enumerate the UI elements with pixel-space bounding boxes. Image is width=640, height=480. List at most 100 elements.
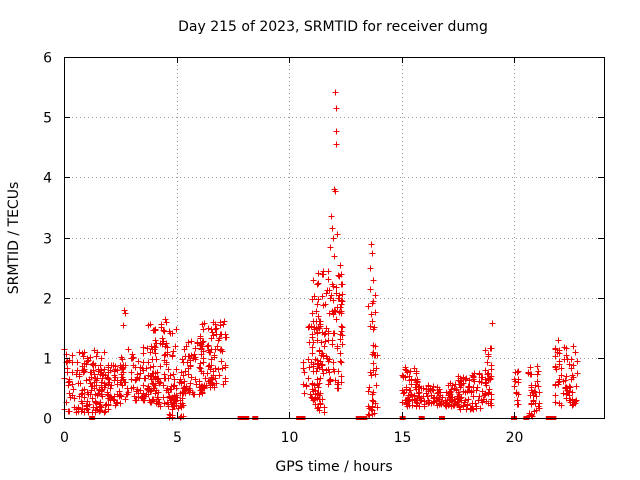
data-point (91, 385, 98, 392)
y-tick-label: 4 (43, 171, 52, 187)
y-axis-ticks: 0 1 2 3 4 5 6 (43, 51, 604, 428)
data-point (179, 356, 186, 363)
data-point (154, 369, 161, 376)
data-point (137, 370, 144, 377)
data-point (131, 393, 138, 400)
data-point (152, 350, 159, 357)
data-point (145, 372, 152, 379)
data-point (192, 345, 199, 352)
data-point (327, 378, 334, 385)
data-point (339, 291, 346, 298)
data-point (180, 390, 187, 397)
data-point (401, 389, 408, 396)
data-point (150, 363, 157, 370)
data-point (215, 366, 222, 373)
data-point (301, 369, 308, 376)
data-point (311, 293, 318, 300)
x-tick-label: 5 (173, 430, 182, 446)
data-point (320, 302, 327, 309)
data-point (314, 337, 321, 344)
data-point (110, 396, 117, 403)
data-point (316, 318, 323, 325)
data-point (303, 382, 310, 389)
data-point (530, 392, 537, 399)
data-point (373, 382, 380, 389)
data-point (469, 372, 476, 379)
data-point (334, 231, 341, 238)
data-point (105, 392, 112, 399)
data-point (372, 371, 379, 378)
data-point (129, 355, 136, 362)
data-point (338, 301, 345, 308)
data-point (98, 384, 105, 391)
data-point (338, 310, 345, 317)
data-point (452, 381, 459, 388)
data-point (561, 344, 568, 351)
data-point (323, 353, 330, 360)
data-point (568, 376, 575, 383)
data-point (371, 352, 378, 359)
data-point (65, 382, 72, 389)
data-point (222, 362, 229, 369)
data-point (210, 332, 217, 339)
data-point (553, 366, 560, 373)
data-point (200, 355, 207, 362)
data-point (333, 105, 340, 112)
data-point (102, 408, 109, 415)
data-point (210, 319, 217, 326)
data-point (414, 378, 421, 385)
data-point (81, 368, 88, 375)
data-point (112, 402, 119, 409)
data-point (485, 351, 492, 358)
data-point (69, 352, 76, 359)
data-point (333, 290, 340, 297)
data-point (94, 349, 101, 356)
data-point (374, 404, 381, 411)
data-point (314, 301, 321, 308)
data-point (322, 338, 329, 345)
data-point (369, 318, 376, 325)
data-point (207, 384, 214, 391)
data-point (476, 393, 483, 400)
data-point (416, 394, 423, 401)
data-point (93, 353, 100, 360)
data-point (573, 383, 580, 390)
data-point (123, 391, 130, 398)
data-point (216, 372, 223, 379)
data-point (445, 402, 452, 409)
data-point (80, 353, 87, 360)
data-point (164, 344, 171, 351)
data-point (205, 363, 212, 370)
data-point (365, 411, 372, 418)
data-point (159, 335, 166, 342)
data-point (333, 141, 340, 148)
data-point (535, 368, 542, 375)
data-point (116, 393, 123, 400)
data-point (213, 325, 220, 332)
data-point (332, 377, 339, 384)
y-tick-label: 2 (43, 292, 52, 308)
data-point (339, 332, 346, 339)
data-point (486, 386, 493, 393)
data-point (167, 372, 174, 379)
data-point (369, 397, 376, 404)
data-point (177, 376, 184, 383)
data-point (177, 414, 184, 421)
data-point (568, 365, 575, 372)
data-point (212, 326, 219, 333)
data-point (331, 330, 338, 337)
data-point (160, 338, 167, 345)
chart-title: Day 215 of 2023, SRMTID for receiver dum… (178, 19, 488, 35)
data-point (319, 293, 326, 300)
data-point (334, 304, 341, 311)
data-point (158, 321, 165, 328)
data-point (161, 328, 168, 335)
data-point (333, 128, 340, 135)
data-point (460, 402, 467, 409)
data-point (148, 376, 155, 383)
data-point (104, 391, 111, 398)
data-point (478, 374, 485, 381)
data-point (369, 250, 376, 257)
data-point (130, 384, 137, 391)
data-point (527, 371, 534, 378)
